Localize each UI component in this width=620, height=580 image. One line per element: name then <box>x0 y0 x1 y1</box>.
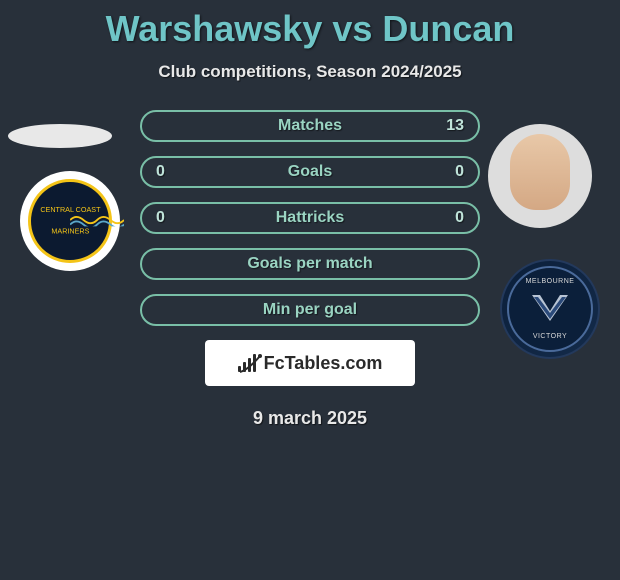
stat-row: Goals per match <box>140 248 480 280</box>
club-right-bottom-text: VICTORY <box>533 333 567 340</box>
stat-row: Matches13 <box>140 110 480 142</box>
comparison-card: Warshawsky vs Duncan Club competitions, … <box>0 0 620 580</box>
stat-row: Min per goal <box>140 294 480 326</box>
brand-text: FcTables.com <box>264 353 383 374</box>
stats-table: Matches13 0Goals0 0Hattricks0 Goals per mat… <box>0 110 620 326</box>
comparison-date: 9 march 2025 <box>0 408 620 429</box>
curve-icon <box>238 354 258 374</box>
stat-row: 0Hattricks0 <box>140 202 480 234</box>
subtitle: Club competitions, Season 2024/2025 <box>0 62 620 82</box>
brand-badge: FcTables.com <box>205 340 415 386</box>
stat-row: 0Goals0 <box>140 156 480 188</box>
stat-label: Min per goal <box>142 301 478 319</box>
page-title: Warshawsky vs Duncan <box>0 8 620 50</box>
stat-label: Matches <box>142 117 478 135</box>
stat-label: Goals per match <box>142 255 478 273</box>
stat-label: Goals <box>142 163 478 181</box>
stat-label: Hattricks <box>142 209 478 227</box>
